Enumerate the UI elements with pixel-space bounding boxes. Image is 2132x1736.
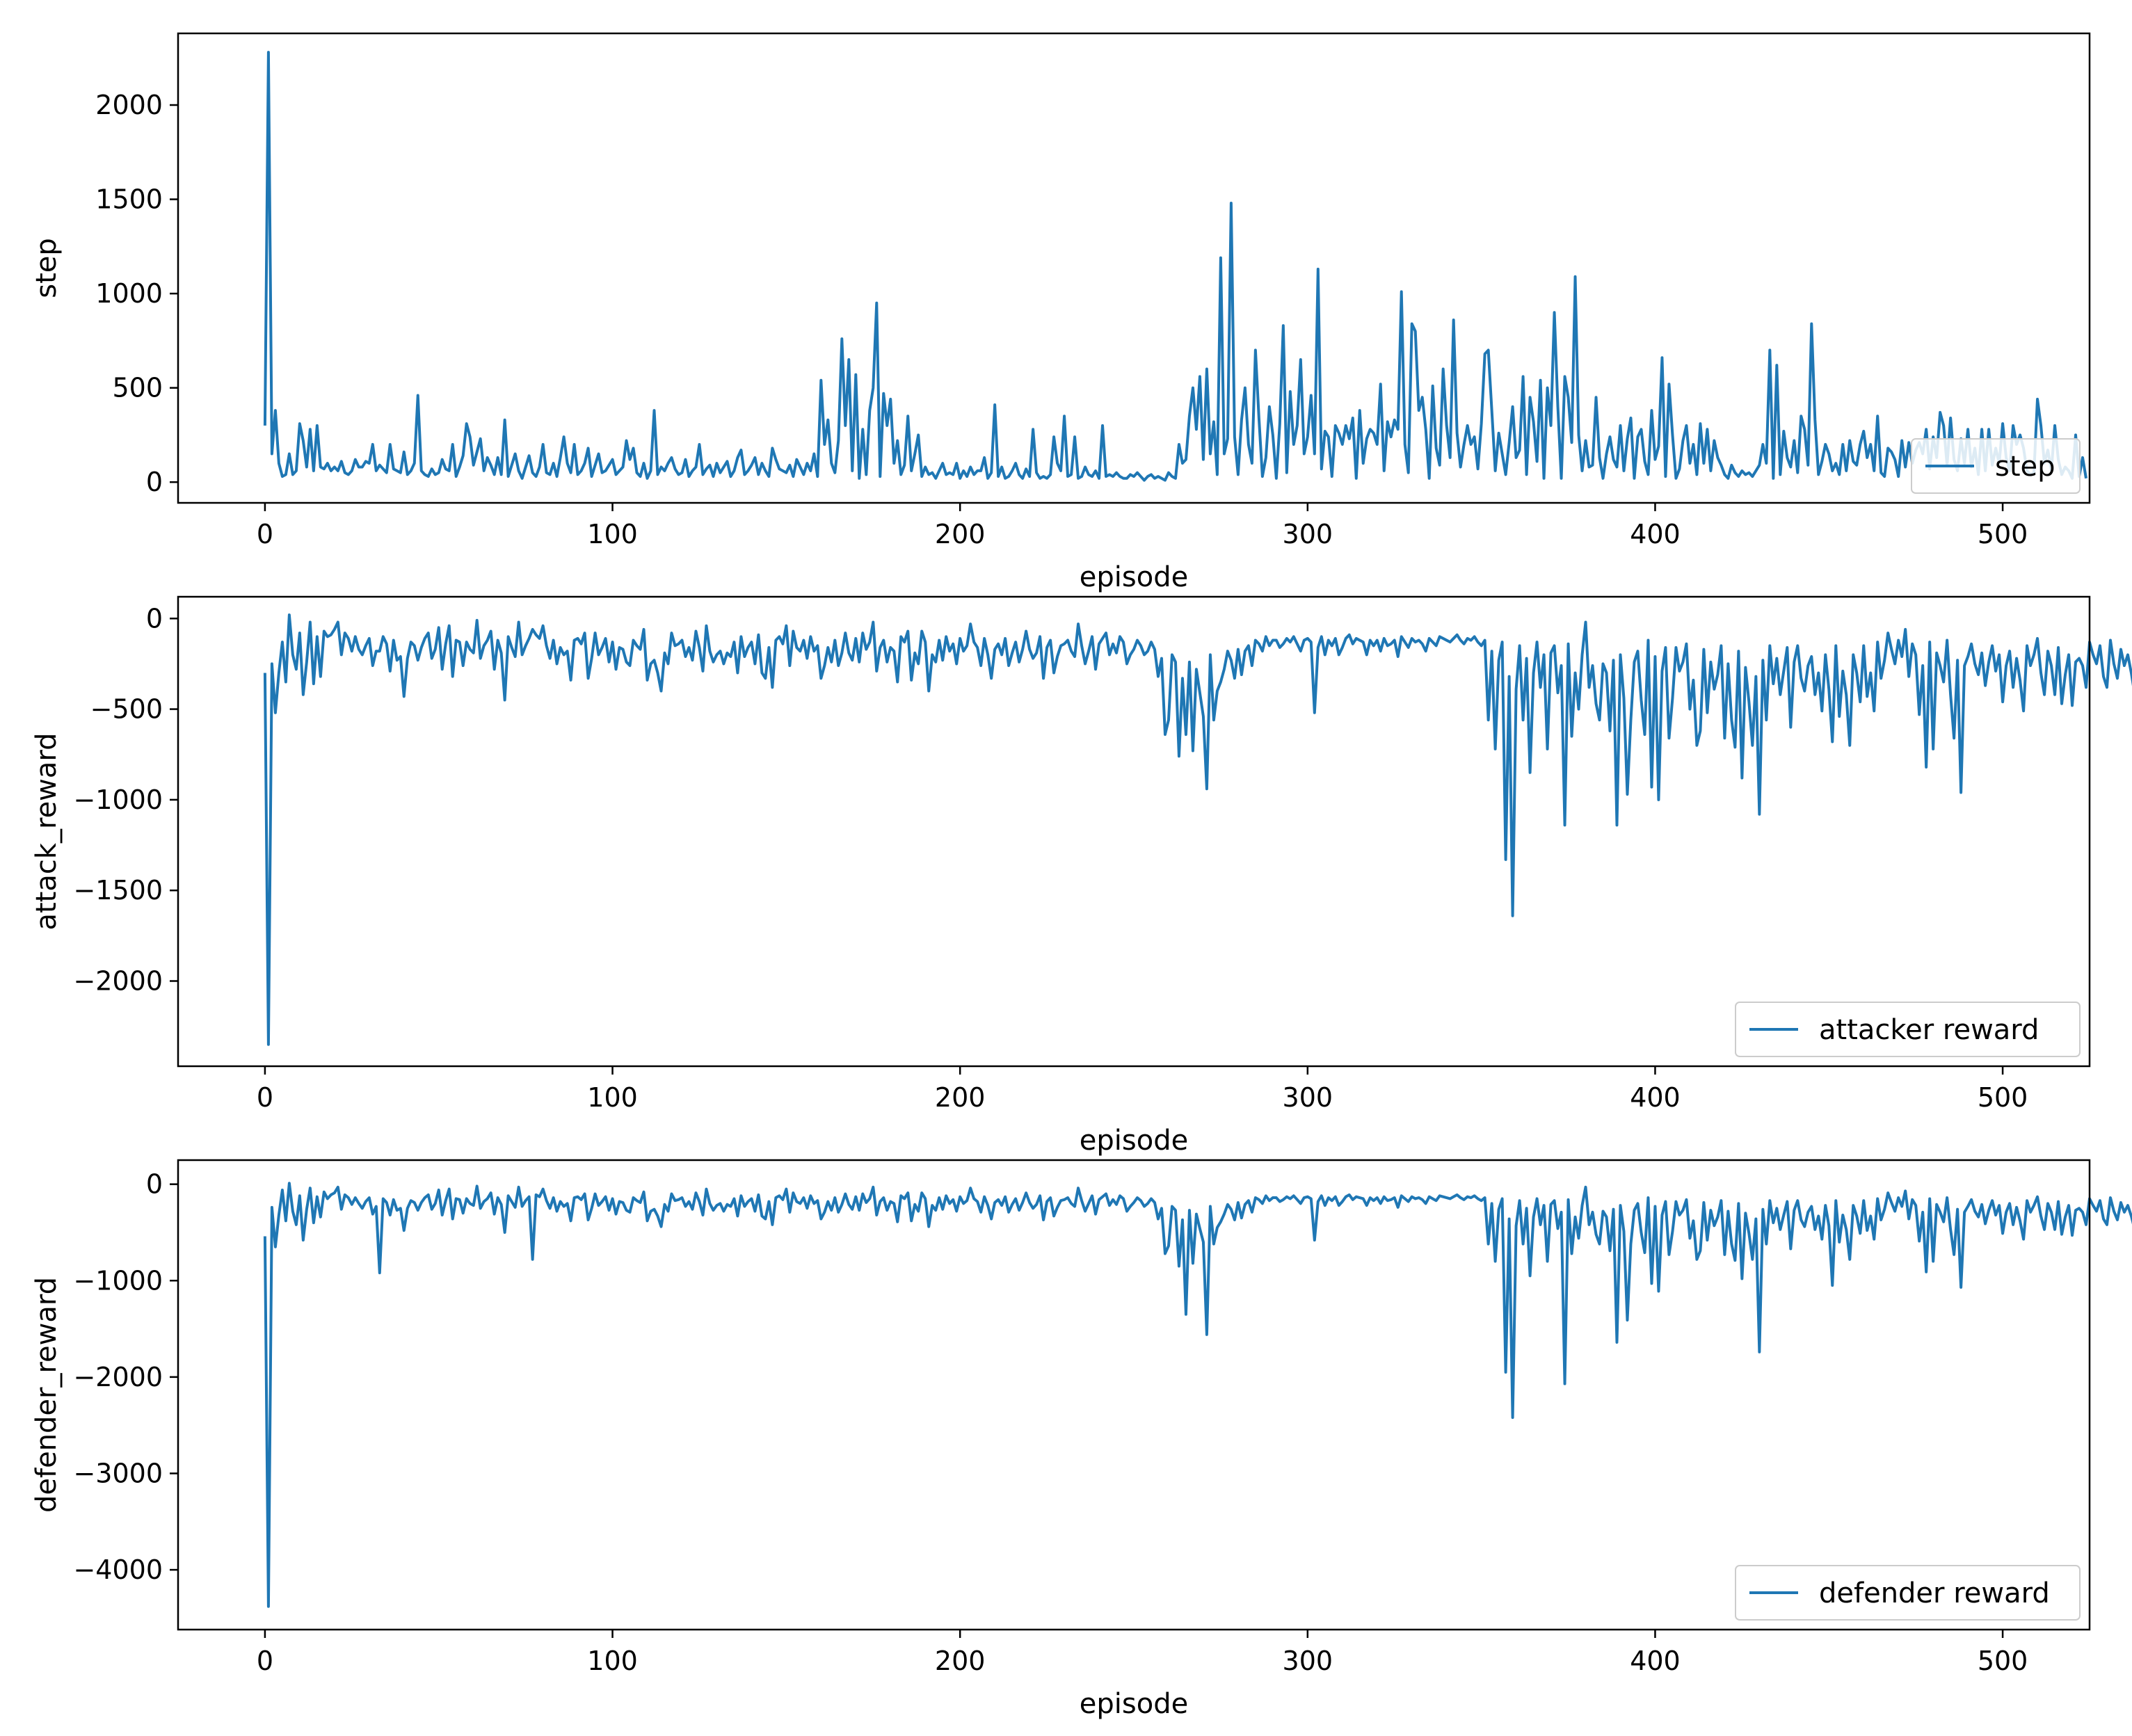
series-line-step bbox=[263, 51, 2087, 482]
y-tick-label: 0 bbox=[146, 467, 163, 497]
y-tick-label: −2000 bbox=[73, 966, 163, 997]
x-tick-label: 0 bbox=[257, 1646, 273, 1676]
y-tick-label: −2000 bbox=[73, 1362, 163, 1392]
y-tick-label: 0 bbox=[146, 603, 163, 634]
legend: defender reward bbox=[1735, 1565, 2081, 1621]
x-axis-ticks: 0 100 200 300 400 500 bbox=[257, 1066, 2028, 1113]
x-axis-label: episode bbox=[1080, 1125, 1188, 1157]
legend: step bbox=[1911, 438, 2081, 494]
x-tick-label: 400 bbox=[1630, 1646, 1681, 1676]
x-tick-label: 200 bbox=[935, 519, 986, 549]
x-tick-label: 400 bbox=[1630, 1082, 1681, 1113]
y-tick-label: 1500 bbox=[95, 184, 163, 215]
y-axis-ticks: 0 −1000 −2000 −3000 −4000 bbox=[73, 1169, 178, 1585]
y-tick-label: −500 bbox=[90, 694, 163, 725]
legend-box bbox=[1735, 1002, 2081, 1057]
x-tick-label: 300 bbox=[1283, 1646, 1333, 1676]
y-axis-label: defender_reward bbox=[31, 1277, 63, 1513]
x-tick-label: 100 bbox=[587, 1646, 638, 1676]
legend-label: defender reward bbox=[1819, 1577, 2050, 1609]
x-axis-label: episode bbox=[1080, 1688, 1188, 1720]
y-tick-label: 0 bbox=[146, 1169, 163, 1200]
x-axis-label: episode bbox=[1080, 561, 1188, 593]
legend-label: step bbox=[1995, 451, 2055, 483]
plot-frame bbox=[177, 32, 2091, 504]
y-tick-label: 500 bbox=[112, 373, 163, 403]
y-axis-ticks: 0 −500 −1000 −1500 −2000 bbox=[73, 603, 178, 997]
x-axis-ticks: 0 100 200 300 400 500 bbox=[257, 1630, 2028, 1676]
x-tick-label: 500 bbox=[1978, 1082, 2028, 1113]
x-tick-label: 300 bbox=[1283, 1082, 1333, 1113]
series-line-attacker-reward bbox=[263, 613, 2132, 1046]
x-tick-label: 0 bbox=[257, 519, 273, 549]
y-axis-label: step bbox=[31, 238, 63, 298]
legend-label: attacker reward bbox=[1819, 1014, 2039, 1046]
x-tick-label: 100 bbox=[587, 519, 638, 549]
y-tick-label: −1000 bbox=[73, 785, 163, 815]
x-tick-label: 100 bbox=[587, 1082, 638, 1113]
plot-frame bbox=[177, 595, 2091, 1068]
subplot-step: 0 100 200 300 400 500 0 500 1000 1500 2000 episod… bbox=[31, 32, 2091, 593]
x-tick-label: 400 bbox=[1630, 519, 1681, 549]
x-tick-label: 0 bbox=[257, 1082, 273, 1113]
y-axis-label: attack_reward bbox=[31, 732, 63, 930]
x-tick-label: 300 bbox=[1283, 519, 1333, 549]
y-tick-label: −1000 bbox=[73, 1265, 163, 1296]
plot-frame bbox=[177, 1159, 2091, 1631]
x-tick-label: 500 bbox=[1978, 519, 2028, 549]
y-tick-label: −4000 bbox=[73, 1554, 163, 1585]
y-tick-label: 1000 bbox=[95, 278, 163, 309]
y-tick-label: −3000 bbox=[73, 1458, 163, 1488]
legend: attacker reward bbox=[1735, 1002, 2081, 1057]
y-axis-ticks: 0 500 1000 1500 2000 bbox=[95, 90, 178, 497]
x-axis-ticks: 0 100 200 300 400 500 bbox=[257, 503, 2028, 549]
y-tick-label: 2000 bbox=[95, 90, 163, 120]
x-tick-label: 500 bbox=[1978, 1646, 2028, 1676]
y-tick-label: −1500 bbox=[73, 875, 163, 906]
series-line-defender-reward bbox=[263, 1182, 2132, 1608]
subplot-attack-reward: 0 100 200 300 400 500 0 −500 −1000 −1500 −2000 ep… bbox=[31, 595, 2132, 1157]
subplot-defender-reward: 0 100 200 300 400 500 0 −1000 −2000 −3000 −4000 e… bbox=[31, 1159, 2132, 1720]
legend-box bbox=[1911, 438, 2081, 494]
x-tick-label: 200 bbox=[935, 1082, 986, 1113]
x-tick-label: 200 bbox=[935, 1646, 986, 1676]
legend-box bbox=[1735, 1565, 2081, 1621]
